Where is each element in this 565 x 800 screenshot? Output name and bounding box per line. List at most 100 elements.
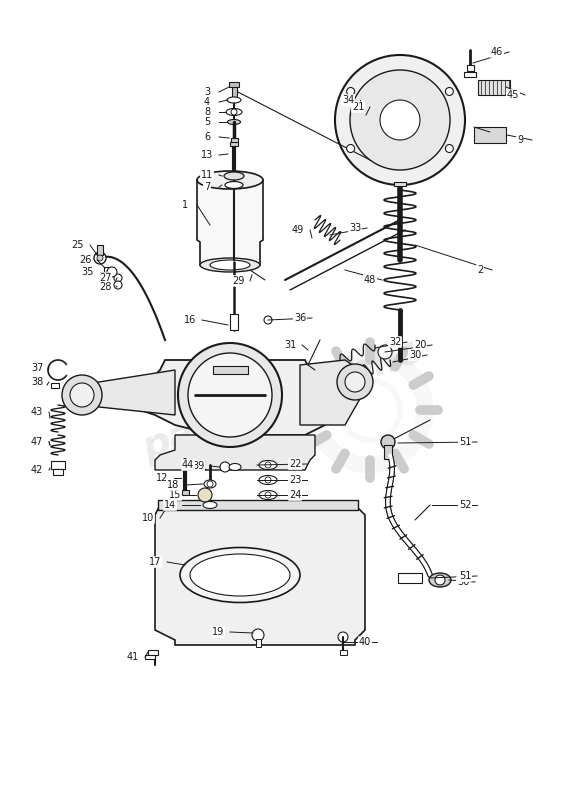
Bar	[398, 573, 422, 583]
Text: 10: 10	[142, 513, 154, 523]
Text: 50: 50	[457, 577, 469, 587]
Circle shape	[264, 316, 272, 324]
Text: 26: 26	[79, 255, 91, 265]
Text: 39: 39	[192, 461, 204, 471]
Bar	[230, 314, 238, 330]
Bar	[51, 461, 65, 469]
Text: 45: 45	[507, 90, 519, 100]
Text: 20: 20	[414, 340, 426, 350]
Bar	[158, 500, 358, 510]
Text: 8: 8	[204, 107, 210, 117]
Circle shape	[97, 255, 103, 261]
Circle shape	[380, 100, 420, 140]
Ellipse shape	[226, 109, 242, 115]
Bar	[229, 82, 239, 86]
Circle shape	[107, 267, 117, 277]
Text: 11: 11	[201, 170, 213, 180]
Text: 36: 36	[294, 313, 306, 323]
Text: 51: 51	[459, 571, 471, 581]
Text: 43: 43	[31, 407, 43, 417]
Text: 7: 7	[204, 182, 210, 192]
Circle shape	[114, 281, 122, 289]
Text: 37: 37	[31, 363, 43, 373]
Ellipse shape	[180, 547, 300, 602]
Bar	[51, 382, 59, 387]
Circle shape	[335, 55, 465, 185]
Text: 18: 18	[167, 480, 179, 490]
Bar	[384, 445, 392, 459]
Bar	[181, 490, 189, 494]
Ellipse shape	[225, 182, 243, 189]
Ellipse shape	[228, 119, 241, 125]
Polygon shape	[80, 370, 175, 415]
Polygon shape	[478, 80, 510, 95]
Text: 32: 32	[389, 337, 401, 347]
Text: 15: 15	[169, 490, 181, 500]
Bar	[230, 142, 238, 146]
Circle shape	[94, 252, 106, 264]
Text: 41: 41	[127, 652, 139, 662]
Polygon shape	[155, 435, 315, 470]
Circle shape	[188, 353, 272, 437]
Text: 21: 21	[352, 102, 364, 112]
Circle shape	[207, 481, 213, 487]
Circle shape	[265, 492, 271, 498]
Circle shape	[445, 145, 453, 153]
Text: 42: 42	[31, 465, 43, 475]
Text: 34: 34	[342, 95, 354, 105]
Text: 27: 27	[99, 273, 111, 283]
Polygon shape	[300, 360, 365, 425]
Ellipse shape	[224, 172, 244, 180]
Text: 35: 35	[82, 267, 94, 277]
Text: 3: 3	[204, 87, 210, 97]
Bar	[212, 366, 247, 374]
Bar	[255, 639, 260, 647]
Bar	[148, 650, 158, 654]
Circle shape	[265, 477, 271, 483]
Ellipse shape	[203, 502, 217, 509]
Bar	[340, 650, 346, 654]
Text: 1: 1	[182, 200, 188, 210]
Text: 40: 40	[359, 637, 371, 647]
Bar	[97, 245, 103, 255]
Circle shape	[337, 364, 373, 400]
Text: 48: 48	[364, 275, 376, 285]
Text: 14: 14	[164, 500, 176, 510]
Circle shape	[347, 145, 355, 153]
Text: 23: 23	[289, 475, 301, 485]
Bar	[464, 71, 476, 77]
Text: 25: 25	[72, 240, 84, 250]
Text: 9: 9	[517, 135, 523, 145]
Polygon shape	[155, 505, 365, 645]
Ellipse shape	[429, 573, 451, 587]
Text: 28: 28	[99, 282, 111, 292]
Text: 33: 33	[349, 223, 361, 233]
Circle shape	[347, 87, 355, 95]
Polygon shape	[197, 180, 263, 265]
Text: 49: 49	[292, 225, 304, 235]
Bar	[53, 469, 63, 475]
Circle shape	[62, 375, 102, 415]
Text: 17: 17	[149, 557, 161, 567]
Text: 4: 4	[204, 97, 210, 107]
Bar	[104, 267, 112, 273]
Circle shape	[435, 575, 445, 585]
Text: 12: 12	[156, 473, 168, 483]
Text: 19: 19	[212, 627, 224, 637]
Circle shape	[252, 629, 264, 641]
Text: 29: 29	[232, 276, 244, 286]
Circle shape	[220, 462, 230, 472]
Bar	[467, 65, 473, 71]
Bar	[207, 481, 213, 486]
Text: 24: 24	[289, 490, 301, 500]
Circle shape	[345, 372, 365, 392]
Ellipse shape	[197, 171, 263, 189]
Text: 44: 44	[182, 460, 194, 470]
Ellipse shape	[210, 260, 250, 270]
Text: partsrepublic: partsrepublic	[137, 332, 427, 468]
Text: 52: 52	[459, 500, 471, 510]
Polygon shape	[140, 360, 330, 435]
Ellipse shape	[227, 97, 241, 103]
Bar	[231, 138, 237, 142]
Circle shape	[231, 109, 237, 115]
